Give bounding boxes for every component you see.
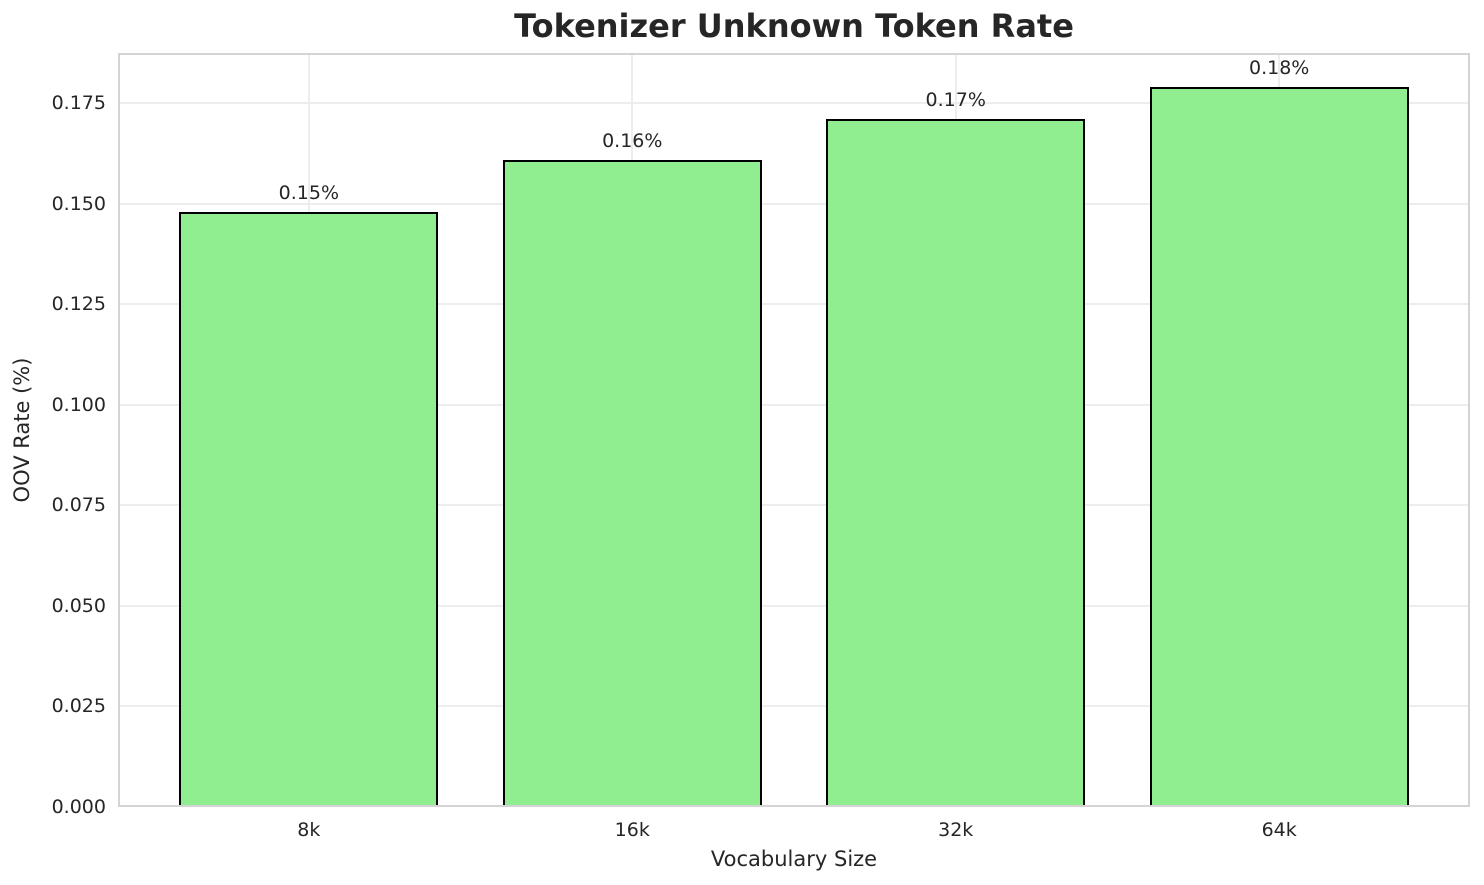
y-tick-label: 0.100 (51, 393, 106, 416)
gridline-horizontal (118, 303, 1470, 306)
y-tick-label: 0.050 (51, 594, 106, 617)
gridline-horizontal (118, 202, 1470, 205)
gridline-horizontal (118, 403, 1470, 406)
x-tick-label: 32k (938, 819, 974, 841)
y-tick-label: 0.175 (51, 92, 106, 115)
bar-value-label: 0.16% (602, 129, 663, 152)
y-tick-label: 0.000 (51, 796, 106, 818)
bar-32k (826, 119, 1086, 807)
bar-64k (1149, 87, 1409, 807)
bar-value-label: 0.17% (925, 89, 986, 112)
y-tick-label: 0.125 (51, 293, 106, 316)
x-tick-label: 16k (614, 819, 650, 841)
y-tick-label: 0.150 (51, 192, 106, 215)
bar-value-label: 0.18% (1248, 57, 1310, 80)
y-tick-label: 0.075 (51, 494, 106, 517)
bar-8k (179, 211, 439, 807)
gridline-horizontal (118, 504, 1470, 507)
bar-value-label: 0.15% (278, 181, 340, 204)
x-tick-label: 8k (297, 819, 321, 841)
bar-16k (502, 159, 762, 807)
gridline-horizontal (118, 102, 1470, 105)
plot-area: 0.15% 0.16% 0.17% 0.18% (118, 53, 1470, 807)
gridline-horizontal (118, 705, 1470, 708)
x-tick-label: 64k (1261, 819, 1297, 841)
gridline-horizontal (118, 604, 1470, 607)
chart-title: Tokenizer Unknown Token Rate (514, 7, 1074, 45)
y-tick-label: 0.025 (51, 695, 106, 718)
x-axis-label: Vocabulary Size (710, 847, 878, 871)
